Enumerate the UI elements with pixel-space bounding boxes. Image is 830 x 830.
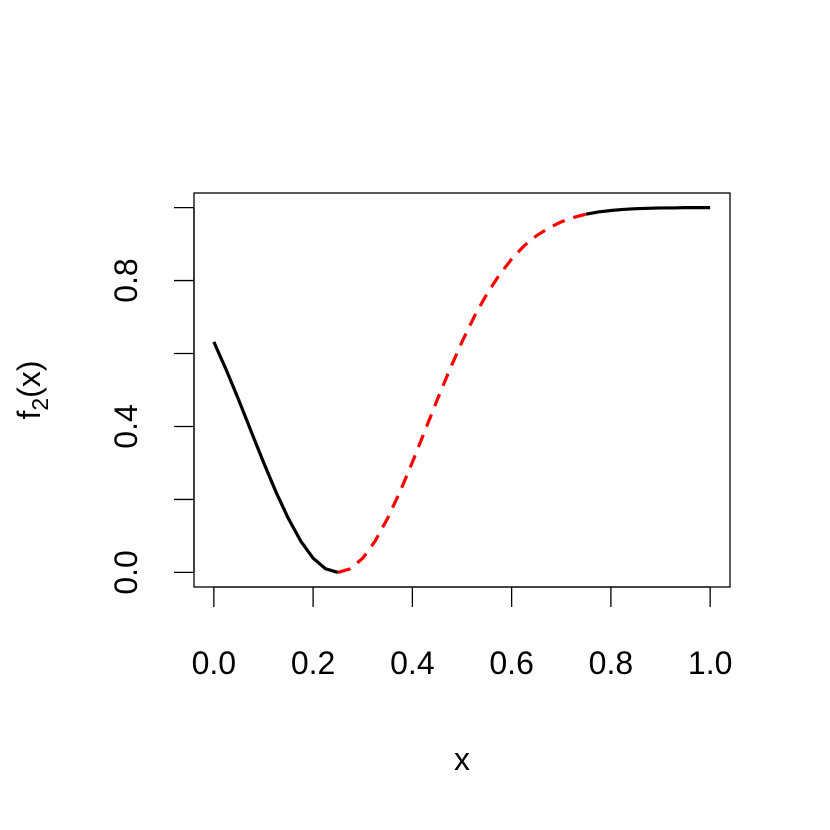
y-tick-label: 0.0 [108, 550, 144, 594]
y-label-main: f [11, 411, 47, 420]
y-tick-label: 0.4 [108, 404, 144, 448]
x-tick-label: 0.8 [589, 645, 633, 681]
x-axis-label: x [454, 741, 470, 777]
y-label-sub: 2 [27, 398, 53, 411]
y-tick-label: 0.8 [108, 258, 144, 302]
x-tick-label: 0.4 [390, 645, 434, 681]
x-tick-label: 1.0 [688, 645, 732, 681]
plot-box [193, 192, 731, 588]
y-axis-label: f2(x) [11, 361, 53, 420]
x-tick-label: 0.2 [291, 645, 335, 681]
curve [337, 212, 587, 574]
x-tick-label: 0.0 [192, 645, 236, 681]
y-label-rest: (x) [11, 361, 47, 398]
curve [212, 205, 711, 574]
x-tick-label: 0.6 [489, 645, 533, 681]
